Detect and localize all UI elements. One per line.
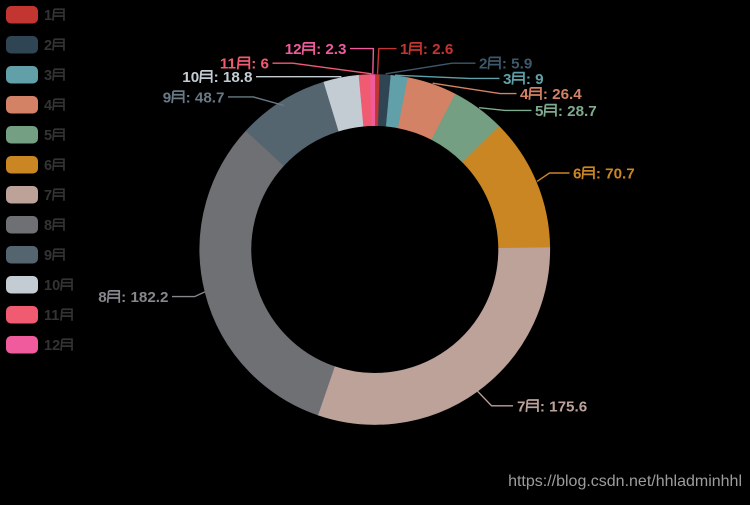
svg-text:12: 12 [285,41,302,58]
svg-text:10: 10 [44,278,60,294]
svg-text:https://blog.csdn.net/hhladmin: https://blog.csdn.net/hhladminhhl [508,473,742,490]
svg-text:: 182.2: : 182.2 [121,289,168,306]
svg-text:3: 3 [503,71,511,88]
svg-text:9: 9 [44,248,52,264]
svg-text:4: 4 [44,98,52,114]
svg-text:4: 4 [520,86,529,103]
svg-text:: 18.8: : 18.8 [214,69,253,86]
svg-text:: 2.3: : 2.3 [316,41,346,58]
svg-text:6: 6 [44,158,52,174]
svg-text:2: 2 [44,38,52,54]
svg-text:11: 11 [44,308,59,324]
svg-text:: 6: : 6 [251,56,269,73]
svg-text:1: 1 [400,41,409,58]
svg-text:5: 5 [535,103,544,120]
svg-text:5: 5 [44,128,52,144]
svg-text:: 5.9: : 5.9 [502,56,532,73]
svg-text:: 175.6: : 175.6 [540,398,587,415]
svg-text:: 70.7: : 70.7 [596,165,635,182]
svg-text:6: 6 [573,165,581,182]
svg-text:7: 7 [44,188,52,204]
svg-text:: 2.6: : 2.6 [423,41,453,58]
svg-text:8: 8 [44,218,52,234]
svg-text:9: 9 [163,89,171,106]
svg-text:: 28.7: : 28.7 [558,103,597,120]
svg-text:2: 2 [479,56,487,73]
svg-text:8: 8 [98,289,106,306]
svg-text:7: 7 [517,398,525,415]
svg-text:: 9: : 9 [526,71,544,88]
svg-text:3: 3 [44,68,52,84]
svg-text:10: 10 [182,69,199,86]
svg-text:11: 11 [220,56,237,73]
svg-text:: 26.4: : 26.4 [543,86,582,103]
svg-text:1: 1 [44,8,52,24]
svg-text:12: 12 [44,338,60,354]
svg-text:: 48.7: : 48.7 [186,89,225,106]
